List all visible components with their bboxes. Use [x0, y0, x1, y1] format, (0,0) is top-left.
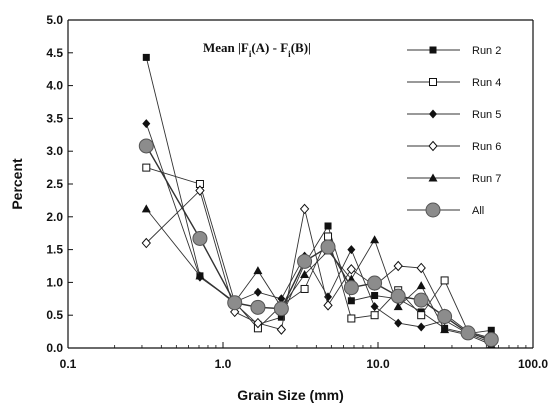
y-tick-label: 2.0 — [46, 210, 63, 224]
data-point-all — [437, 309, 453, 325]
legend-label-run-7: Run 7 — [472, 173, 501, 185]
data-point-all — [250, 299, 266, 315]
y-tick-label: 3.5 — [46, 111, 63, 125]
legend: Run 2 Run 4 Run 5 Run 6 Run 7 All — [407, 45, 501, 218]
legend-label-run-2: Run 2 — [472, 45, 501, 57]
data-point-all — [138, 138, 154, 154]
data-point-run-7 — [440, 325, 450, 334]
data-point-run-7 — [300, 270, 310, 279]
y-tick-label: 1.0 — [46, 275, 63, 289]
legend-marker — [428, 140, 438, 152]
data-point-run-6 — [141, 237, 151, 249]
y-tick-label: 0.0 — [46, 341, 63, 355]
axes — [67, 19, 534, 349]
data-point-run-4 — [417, 311, 426, 320]
data-point-run-6 — [416, 262, 426, 274]
legend-marker — [425, 202, 441, 218]
data-point-all — [297, 253, 313, 269]
data-point-run-7 — [370, 235, 380, 244]
y-axis-label: Percent — [9, 158, 25, 210]
legend-marker — [429, 78, 437, 86]
x-axis-label: Grain Size (mm) — [237, 387, 344, 403]
y-tick-label: 2.5 — [46, 177, 63, 191]
x-tick-label: 1.0 — [215, 357, 232, 371]
legend-item-run-7: Run 7 — [407, 173, 501, 185]
data-point-all — [192, 230, 208, 246]
legend-item-run-4: Run 4 — [407, 77, 501, 89]
legend-marker — [429, 109, 437, 119]
data-point-run-6 — [393, 260, 403, 272]
data-point-all — [460, 325, 476, 341]
series-line-run-2 — [145, 57, 492, 335]
data-point-run-6 — [346, 264, 357, 275]
data-point-run-2 — [371, 292, 379, 300]
data-point-run-4 — [347, 314, 356, 323]
data-point-run-4 — [142, 163, 151, 172]
legend-label-all: All — [472, 205, 484, 217]
data-point-run-6 — [299, 203, 310, 215]
y-tick-label: 1.5 — [46, 243, 63, 257]
legend-marker — [428, 173, 438, 182]
data-point-all — [320, 239, 336, 255]
y-tick-label: 4.0 — [46, 79, 63, 93]
data-point-run-2 — [347, 297, 355, 305]
data-point-all — [413, 292, 429, 308]
data-point-all — [483, 331, 499, 347]
data-point-run-2 — [487, 326, 495, 334]
data-point-run-5 — [142, 119, 151, 129]
data-point-run-5 — [347, 245, 356, 255]
data-point-run-5 — [277, 294, 286, 304]
data-point-all — [273, 301, 289, 317]
data-point-run-2 — [324, 222, 332, 230]
data-point-all — [227, 295, 243, 311]
series-all — [138, 138, 499, 347]
data-point-run-6 — [276, 324, 287, 335]
legend-label-run-5: Run 5 — [472, 109, 501, 121]
data-point-run-5 — [253, 287, 262, 297]
y-tick-label: 4.5 — [46, 46, 63, 60]
series-run-7 — [141, 204, 496, 349]
data-point-run-7 — [195, 271, 205, 280]
legend-label-run-6: Run 6 — [472, 141, 501, 153]
data-point-all — [343, 280, 359, 296]
x-tick-label: 0.1 — [60, 357, 77, 371]
series-line-run-6 — [145, 189, 492, 342]
y-tick-label: 0.5 — [46, 308, 63, 322]
data-point-run-2 — [277, 313, 285, 321]
legend-item-run-5: Run 5 — [407, 109, 501, 121]
annotation: Mean |Fi(A) - Fi(B)| — [203, 40, 311, 59]
data-point-run-5 — [370, 302, 379, 312]
legend-item-all: All — [407, 202, 484, 218]
x-tick-label: 100.0 — [518, 357, 548, 371]
data-point-run-2 — [142, 53, 150, 61]
legend-item-run-2: Run 2 — [407, 45, 501, 57]
y-tick-label: 3.0 — [46, 144, 63, 158]
legend-marker — [429, 46, 437, 54]
data-point-run-4 — [324, 232, 333, 241]
data-point-run-4 — [370, 311, 379, 320]
data-point-run-5 — [394, 318, 403, 328]
legend-label-run-4: Run 4 — [472, 77, 501, 89]
data-point-run-7 — [141, 204, 151, 213]
x-tick-label: 10.0 — [366, 357, 390, 371]
data-point-run-7 — [416, 281, 426, 290]
data-point-run-6 — [253, 317, 263, 329]
data-point-run-7 — [253, 266, 263, 275]
ticks: 0.0 0.5 1.0 1.5 2.0 2.5 3.0 3.5 4.0 4.5 5.0 0.1 1.0 1… — [46, 13, 548, 371]
series-run-2 — [142, 53, 495, 338]
series-group — [138, 53, 499, 349]
data-point-all — [367, 275, 383, 291]
legend-item-run-6: Run 6 — [407, 140, 501, 153]
data-point-run-6 — [323, 300, 333, 311]
data-point-run-4 — [300, 284, 309, 293]
y-tick-label: 5.0 — [46, 13, 63, 27]
data-point-run-7 — [393, 302, 403, 311]
data-point-all — [390, 288, 406, 304]
data-point-run-4 — [440, 276, 449, 285]
data-point-run-5 — [417, 322, 426, 332]
data-point-run-6 — [195, 185, 205, 196]
